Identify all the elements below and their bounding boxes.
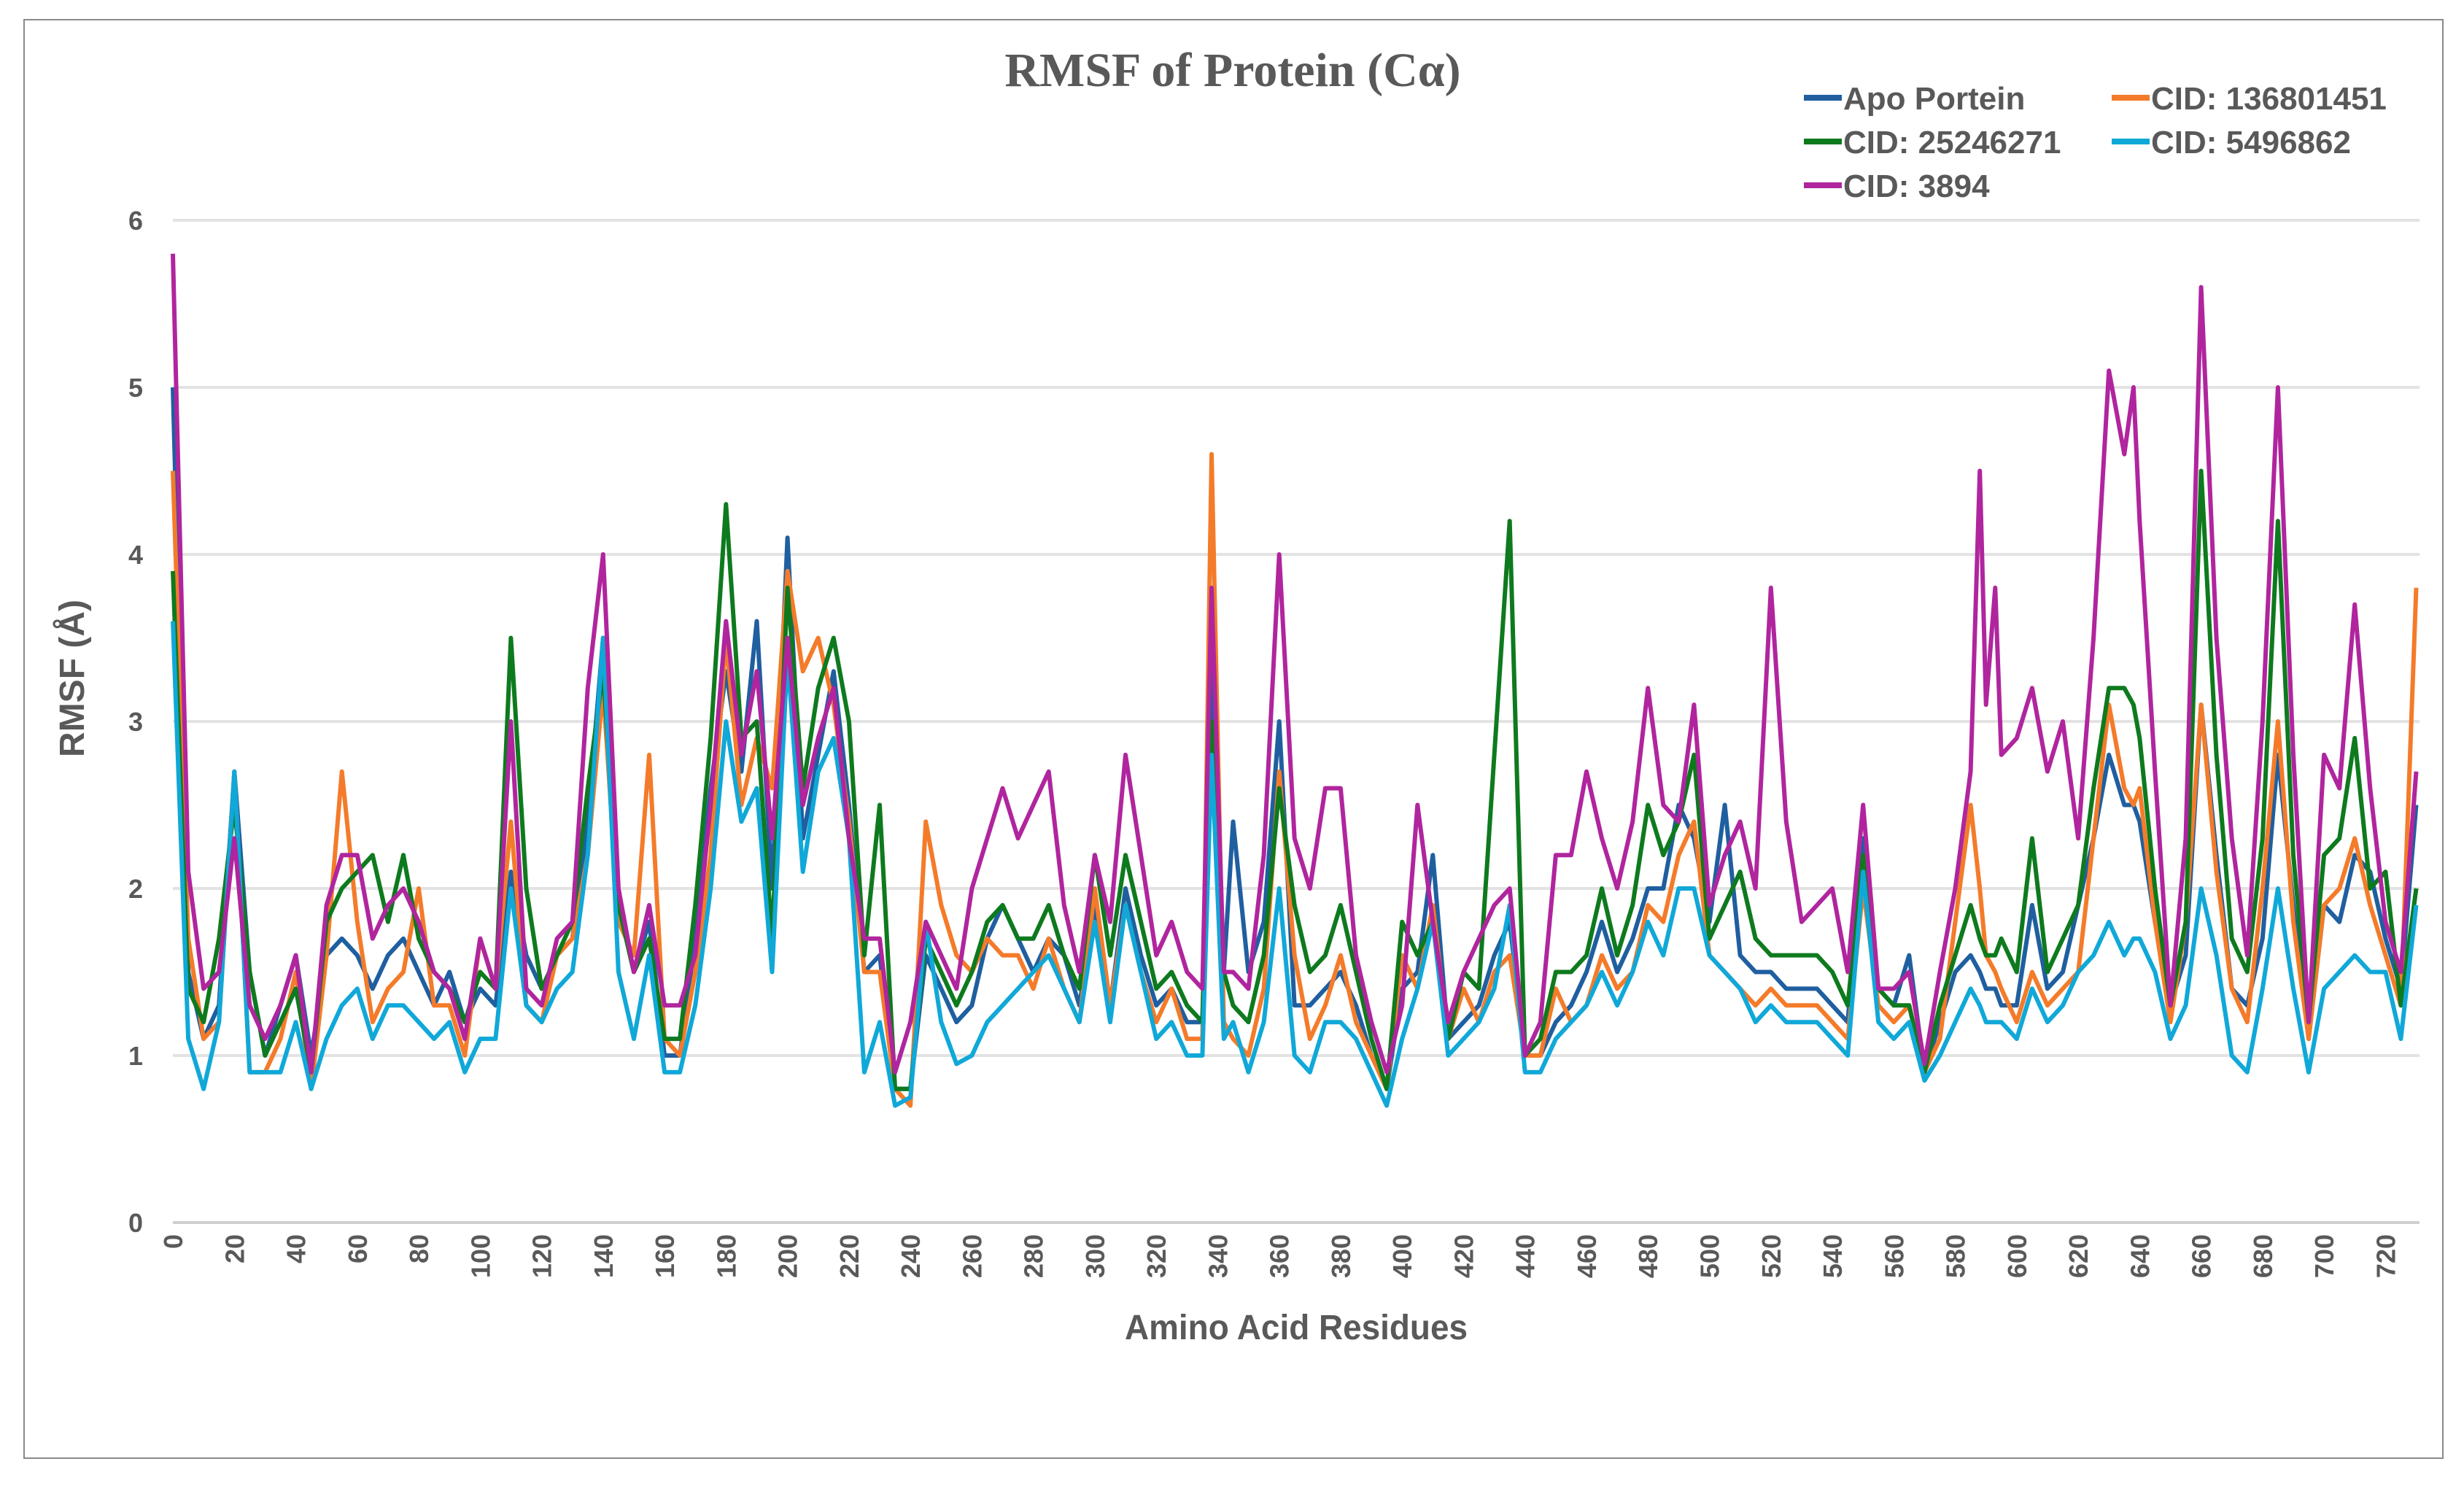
legend-label: Apo Portein xyxy=(1843,81,2025,117)
x-tick-label: 340 xyxy=(1203,1234,1233,1278)
legend-item: Apo Portein xyxy=(1804,81,2025,117)
series-line-4 xyxy=(171,253,2419,1074)
x-tick-label: 620 xyxy=(2064,1234,2093,1278)
y-tick-label: 4 xyxy=(128,540,143,570)
x-tick-label: 560 xyxy=(1879,1234,1909,1278)
x-tick-label: 180 xyxy=(711,1234,741,1278)
series-line-3 xyxy=(171,621,2419,1108)
x-tick-label: 500 xyxy=(1695,1234,1725,1278)
x-tick-label: 460 xyxy=(1572,1234,1602,1278)
x-tick-label: 240 xyxy=(896,1234,926,1278)
x-tick-label: 720 xyxy=(2371,1234,2401,1278)
x-tick-label: 440 xyxy=(1511,1234,1541,1278)
legend-item: CID: 25246271 xyxy=(1804,125,2061,160)
x-tick-label: 80 xyxy=(404,1234,434,1263)
y-tick-label: 3 xyxy=(128,707,143,737)
x-tick-label: 600 xyxy=(2002,1234,2032,1278)
x-tick-label: 700 xyxy=(2309,1234,2339,1278)
legend-label: CID: 25246271 xyxy=(1843,125,2061,160)
y-tick-label: 0 xyxy=(128,1208,143,1238)
x-tick-label: 200 xyxy=(773,1234,803,1278)
x-tick-label: 580 xyxy=(1941,1234,1971,1278)
y-tick-label: 1 xyxy=(128,1041,143,1071)
legend-label: CID: 5496862 xyxy=(2151,125,2351,160)
x-tick-label: 20 xyxy=(220,1234,249,1263)
x-tick-label: 160 xyxy=(650,1234,680,1278)
legend-label: CID: 3894 xyxy=(1843,169,1990,204)
x-tick-label: 320 xyxy=(1142,1234,1171,1278)
x-tick-label: 140 xyxy=(589,1234,619,1278)
x-tick-label: 640 xyxy=(2125,1234,2155,1278)
legend-item: CID: 136801451 xyxy=(2112,81,2387,117)
x-tick-label: 100 xyxy=(465,1234,495,1278)
x-tick-label: 400 xyxy=(1387,1234,1417,1278)
legend-item: CID: 5496862 xyxy=(2112,125,2351,160)
x-tick-label: 40 xyxy=(282,1234,311,1263)
legend: Apo Portein CID: 136801451 CID: 25246271 CI… xyxy=(1804,81,2387,204)
y-axis-label: RMSF (Å) xyxy=(53,600,92,757)
series-line-2 xyxy=(171,468,2419,1091)
x-tick-label: 420 xyxy=(1449,1234,1479,1278)
series-lines xyxy=(171,253,2419,1108)
x-tick-label: 60 xyxy=(343,1234,373,1263)
x-tick-labels: 0 20 40 60 80 100 120 140 160 180 200 220 240 260 280 3… xyxy=(158,1234,2401,1278)
x-tick-label: 0 xyxy=(158,1234,188,1249)
x-axis-label: Amino Acid Residues xyxy=(1125,1309,1468,1347)
x-tick-label: 680 xyxy=(2248,1234,2278,1278)
legend-label: CID: 136801451 xyxy=(2151,81,2387,117)
y-tick-label: 6 xyxy=(128,206,143,236)
legend-item: CID: 3894 xyxy=(1804,169,1990,204)
x-tick-label: 480 xyxy=(1633,1234,1663,1278)
x-tick-label: 520 xyxy=(1756,1234,1786,1278)
x-tick-label: 300 xyxy=(1080,1234,1110,1278)
gridlines xyxy=(173,219,2420,1224)
y-tick-label: 2 xyxy=(128,874,143,904)
x-tick-label: 660 xyxy=(2187,1234,2217,1278)
y-tick-label: 5 xyxy=(128,373,143,403)
x-tick-label: 220 xyxy=(834,1234,864,1278)
x-tick-label: 360 xyxy=(1265,1234,1295,1278)
chart-title: RMSF of Protein (Cα) xyxy=(1004,44,1460,97)
x-tick-label: 380 xyxy=(1326,1234,1356,1278)
x-tick-label: 280 xyxy=(1019,1234,1049,1278)
x-tick-label: 120 xyxy=(527,1234,557,1278)
x-tick-label: 540 xyxy=(1818,1234,1848,1278)
y-tick-labels: 0 1 2 3 4 5 6 xyxy=(128,206,143,1238)
x-tick-label: 260 xyxy=(957,1234,987,1278)
